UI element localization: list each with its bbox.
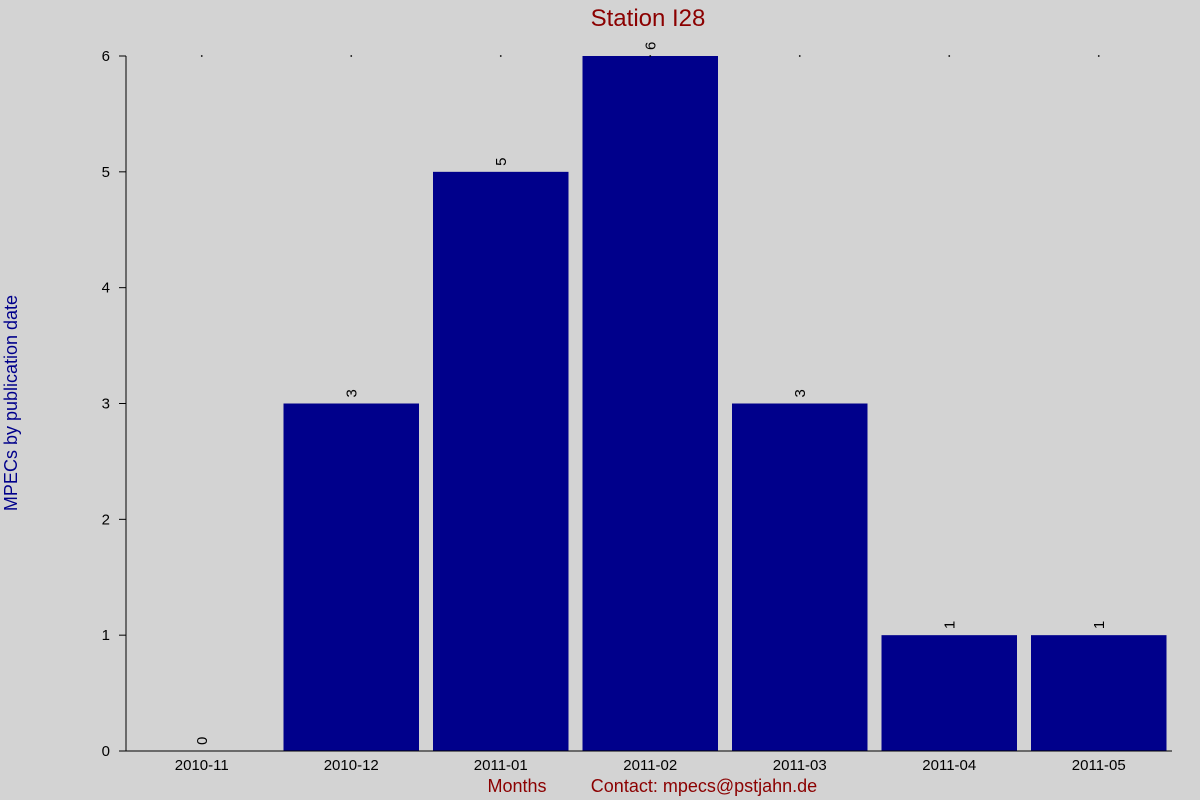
x-grid-dot [350,55,353,57]
bar [283,403,419,751]
y-tick-label: 6 [102,48,110,65]
x-tick-label: 2011-05 [1072,757,1126,774]
x-tick-label: 2010-12 [324,757,379,774]
contact-text: Contact: mpecs@pstjahn.de [591,776,817,796]
x-grid-dot [798,55,801,57]
x-grid-dot [200,55,203,57]
y-axis-ticks: 0 1 2 3 4 5 6 [102,48,126,760]
data-label: 6 [642,42,659,50]
x-tick-label: 2011-01 [474,757,528,774]
y-tick-label: 2 [102,511,110,528]
y-tick-label: 0 [102,743,110,760]
bars [283,56,1167,752]
x-tick-label: 2011-04 [922,757,976,774]
chart-title: Station I28 [591,5,706,32]
y-tick-label: 4 [102,280,110,297]
data-label: 1 [941,621,958,629]
x-grid-dot [948,55,951,57]
x-grid-dot [649,55,652,57]
bar [881,635,1017,751]
data-label: 5 [493,157,510,165]
bar [582,56,718,751]
y-tick-label: 5 [102,164,110,181]
x-tick-label: 2011-02 [623,757,677,774]
data-label: 0 [194,737,211,745]
data-label: 1 [1091,621,1108,629]
x-grid-dot [499,55,502,57]
x-tick-label: 2011-03 [773,757,827,774]
x-grid-dot [1097,55,1100,57]
bar [433,171,569,752]
y-axis-label: MPECs by publication date [1,295,21,511]
bar [732,403,868,751]
bar [1031,635,1167,751]
x-axis-dots [200,55,1100,57]
y-tick-label: 1 [102,627,110,644]
x-axis-ticks: 2010-11 2010-12 2011-01 2011-02 2011-03 2011-… [175,757,1126,774]
x-axis-label: Months [487,776,546,796]
x-tick-label: 2010-11 [175,757,229,774]
data-label: 3 [343,389,360,397]
y-tick-label: 3 [102,396,110,413]
data-labels: 0 3 5 6 3 1 1 [194,42,1108,745]
data-label: 3 [792,389,809,397]
